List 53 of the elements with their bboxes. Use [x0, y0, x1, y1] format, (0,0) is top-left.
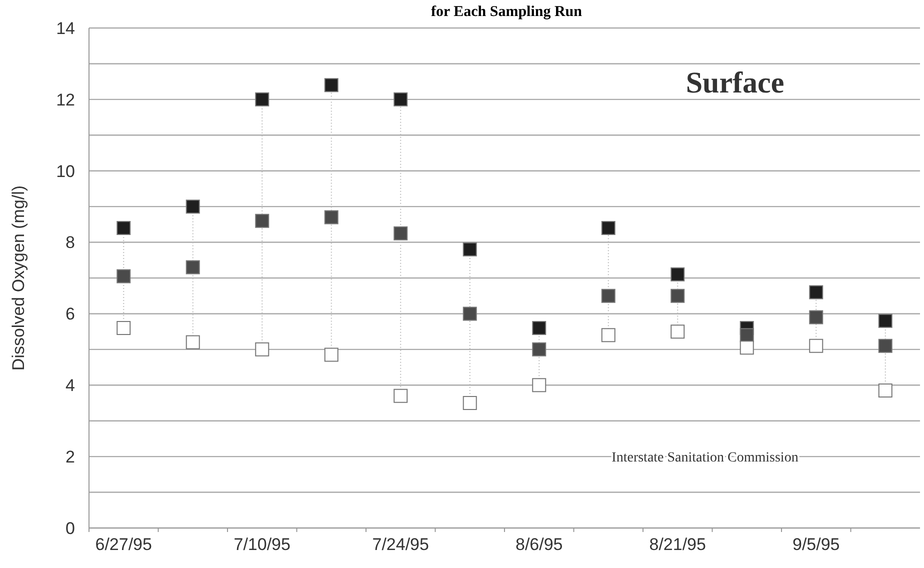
x-tick-label: 7/24/95	[372, 535, 429, 554]
x-tick-label: 7/10/95	[234, 535, 290, 554]
point	[116, 221, 131, 235]
point	[809, 338, 824, 353]
point	[186, 335, 200, 350]
chart-title: for Each Sampling Run	[430, 4, 583, 20]
point	[324, 348, 338, 362]
point	[670, 288, 685, 303]
x-tick-label: 9/5/95	[792, 535, 840, 554]
x-tick-label: 8/21/95	[649, 535, 706, 554]
point	[740, 340, 754, 355]
point	[740, 328, 754, 342]
point	[324, 78, 338, 92]
point	[255, 342, 270, 356]
point	[462, 242, 477, 256]
point	[532, 342, 546, 356]
point	[670, 324, 685, 339]
y-tick-label: 0	[66, 518, 75, 538]
y-tick-label: 14	[56, 18, 75, 38]
point	[186, 200, 200, 214]
point	[116, 321, 131, 335]
point	[462, 396, 477, 410]
x-tick-label: 8/6/95	[515, 535, 563, 554]
y-tick-label: 4	[66, 376, 75, 396]
point	[116, 269, 131, 284]
x-tick-label: 6/27/95	[95, 535, 152, 554]
y-tick-label: 6	[66, 304, 75, 324]
point	[255, 214, 270, 228]
point	[601, 288, 616, 303]
y-tick-label: 8	[66, 233, 75, 252]
annotation: Interstate Sanitation Commission	[612, 450, 798, 466]
point	[601, 328, 616, 342]
point	[532, 378, 546, 392]
point	[670, 267, 685, 282]
point	[394, 92, 408, 106]
point	[878, 314, 892, 328]
point	[809, 285, 824, 300]
point	[186, 260, 200, 274]
point	[532, 321, 546, 335]
point	[878, 384, 892, 398]
annotation: Surface	[686, 66, 784, 100]
y-tick-label: 10	[56, 162, 75, 181]
point	[394, 226, 408, 240]
point	[878, 338, 892, 353]
point	[601, 221, 616, 235]
y-tick-label: 2	[66, 448, 75, 467]
point	[462, 306, 477, 321]
point	[394, 388, 408, 403]
point	[809, 310, 824, 324]
point	[255, 92, 270, 106]
y-axis-title: Dissolved Oxygen (mg/l)	[9, 185, 28, 371]
y-tick-label: 12	[56, 90, 75, 110]
point	[324, 210, 338, 224]
